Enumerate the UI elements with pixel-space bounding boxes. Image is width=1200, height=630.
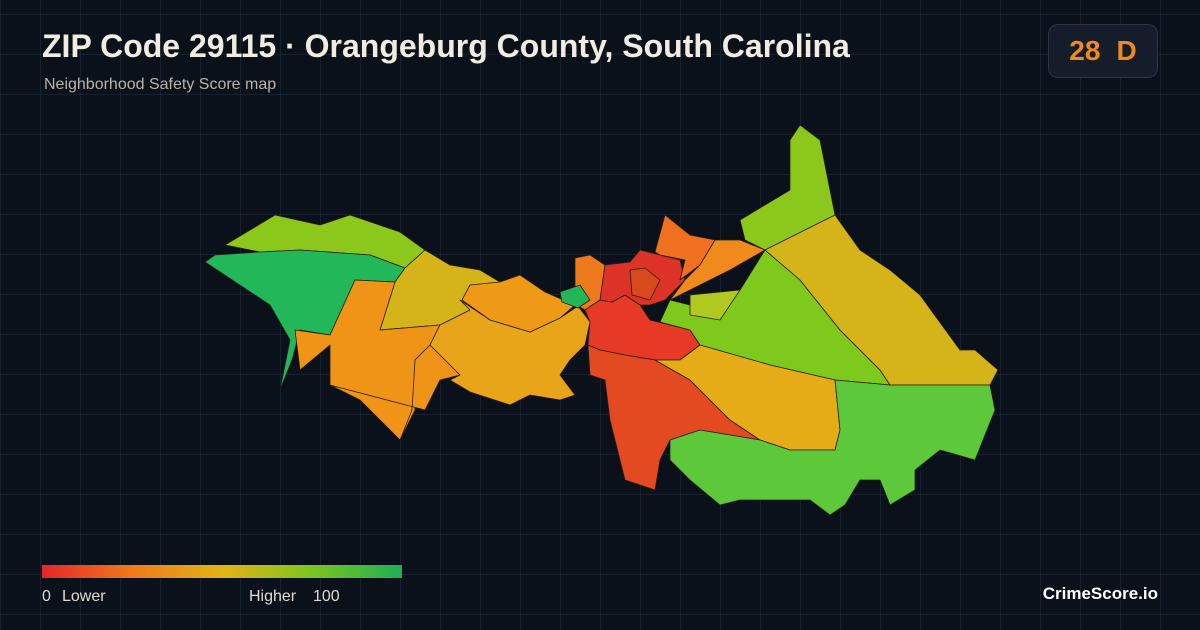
region <box>669 379 996 516</box>
region <box>629 267 661 301</box>
legend-max-label: Higher <box>249 588 297 605</box>
region <box>559 284 591 309</box>
region <box>669 239 766 301</box>
brand: CrimeScore.io <box>1042 584 1158 603</box>
region <box>739 124 836 251</box>
region <box>764 214 999 386</box>
legend-min-label: Lower <box>62 588 106 605</box>
legend-min: 0 <box>42 588 51 605</box>
map-regions <box>204 124 999 516</box>
legend-bar <box>42 565 402 578</box>
region <box>689 289 741 321</box>
legend-max: 100 <box>313 588 340 605</box>
score-badge: 28 D <box>1048 24 1158 78</box>
score-value: 28 <box>1069 35 1101 66</box>
region <box>429 299 591 406</box>
score-grade: D <box>1116 35 1137 66</box>
region <box>461 274 576 333</box>
subtitle: Neighborhood Safety Score map <box>44 76 277 93</box>
region <box>329 344 461 441</box>
title: ZIP Code 29115 · Orangeburg County, Sout… <box>42 28 850 64</box>
